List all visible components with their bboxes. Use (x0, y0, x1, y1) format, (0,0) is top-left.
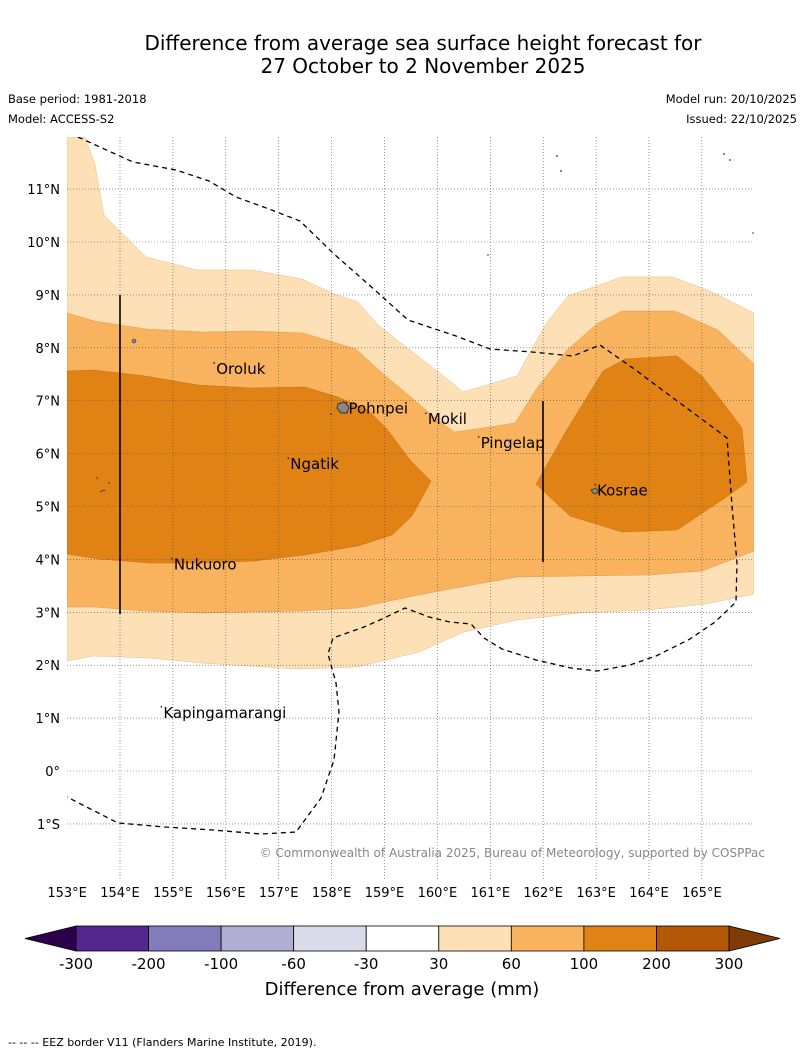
longitude-label: 153°E (47, 886, 87, 901)
island-marker (96, 477, 98, 479)
longitude-label: 154°E (100, 886, 140, 901)
issued-date: Issued: 22/10/2025 (686, 112, 797, 126)
colorbar-tick: 30 (429, 955, 448, 973)
chart-title: Difference from average sea surface heig… (0, 32, 804, 78)
colorbar-label: Difference from average (mm) (265, 979, 540, 1000)
colorbar-segment (75, 925, 149, 952)
longitude-label: 159°E (365, 886, 405, 901)
latitude-label: 5°N (36, 501, 61, 516)
model-name: Model: ACCESS-S2 (8, 112, 115, 126)
contour-fills (67, 137, 754, 670)
colorbar-tick: -30 (354, 955, 379, 973)
longitude-label: 158°E (312, 886, 352, 901)
colorbar-tick: 300 (715, 955, 744, 973)
latitude-label: 6°N (36, 448, 61, 463)
place-marker (345, 401, 348, 404)
island-marker (131, 338, 137, 344)
model-run: Model run: 20/10/2025 (665, 92, 797, 106)
longitude-label: 165°E (682, 886, 722, 901)
latitude-label: 1°S (37, 818, 60, 833)
title-line-2: 27 October to 2 November 2025 (260, 54, 586, 78)
island-marker (723, 153, 725, 155)
colorbar-tick: 60 (502, 955, 521, 973)
place-marker (424, 412, 427, 415)
place-marker (171, 557, 173, 560)
colorbar-segment (510, 925, 585, 952)
place-label: Ngatik (290, 455, 339, 473)
colorbar-segment (148, 925, 222, 952)
place-marker (594, 483, 596, 486)
longitude-label: 156°E (206, 886, 246, 901)
eez-footnote: -- -- -- EEZ border V11 (Flanders Marine… (8, 1036, 317, 1049)
latitude-label: 9°N (36, 289, 61, 304)
title-line-1: Difference from average sea surface heig… (144, 31, 702, 55)
latitude-label: 10°N (27, 236, 60, 251)
place-label: Nukuoro (174, 556, 237, 574)
island-marker (752, 232, 754, 234)
longitude-label: 162°E (523, 886, 563, 901)
place-names: Oroluk Pohnpei Mokil Ngatik Pingelap Kosrae Nu… (160, 360, 648, 722)
place-label: Pingelap (481, 434, 545, 452)
place-marker (213, 362, 216, 364)
latitude-label: 8°N (36, 342, 61, 357)
longitude-label: 157°E (259, 886, 299, 901)
longitude-label: 161°E (471, 886, 511, 901)
forecast-map: 11°N 10°N 9°N 8°N 7°N 6°N 5°N 4°N 3°N 2°N 1°N 0° 1°S… (24, 137, 781, 1000)
colorbar-segment (438, 925, 512, 952)
colorbar-overflow (728, 925, 781, 952)
place-label: Pohnpei (348, 400, 408, 418)
island-marker (729, 159, 731, 161)
colorbar-tick: -200 (132, 955, 166, 973)
contour-100-200 (67, 355, 748, 564)
place-marker (477, 436, 480, 438)
place-marker (160, 705, 163, 708)
place-label: Kapingamarangi (163, 704, 286, 722)
place-marker (287, 457, 290, 460)
colorbar-segment (583, 925, 657, 952)
base-period: Base period: 1981-2018 (8, 92, 147, 106)
longitude-label: 164°E (629, 886, 669, 901)
colorbar: -300 -200 -100 -60 -30 30 60 100 200 300 Differen… (24, 925, 781, 1000)
island-marker (556, 155, 558, 157)
longitude-label: 155°E (153, 886, 193, 901)
longitude-label: 163°E (576, 886, 616, 901)
latitude-label: 2°N (36, 659, 61, 674)
pohnpei-island (336, 401, 350, 414)
colorbar-segment (220, 925, 295, 952)
island-marker (487, 254, 489, 256)
latitude-label: 7°N (36, 395, 61, 410)
longitude-labels: 153°E 154°E 155°E 156°E 157°E 158°E 159°E 160°E… (47, 886, 721, 901)
copyright-notice: © Commonwealth of Australia 2025, Bureau… (260, 846, 765, 860)
place-label: Mokil (428, 410, 467, 428)
colorbar-tick: 200 (642, 955, 671, 973)
place-label: Oroluk (216, 360, 265, 378)
colorbar-segment (365, 925, 440, 952)
island-marker (108, 482, 110, 484)
colorbar-segment (656, 925, 730, 952)
graticule (67, 137, 754, 880)
colorbar-segment (293, 925, 367, 952)
kosrae-island (590, 487, 600, 495)
latitude-label: 1°N (36, 712, 61, 727)
island-marker (99, 489, 106, 493)
colorbar-tick: -100 (204, 955, 238, 973)
colorbar-tick: -60 (281, 955, 306, 973)
eez-border (67, 137, 738, 835)
colorbar-tick: -300 (59, 955, 93, 973)
latitude-label: 3°N (36, 606, 61, 621)
latitude-labels: 11°N 10°N 9°N 8°N 7°N 6°N 5°N 4°N 3°N 2°N 1°N 0° 1°S (27, 183, 60, 833)
island-marker (560, 170, 562, 172)
longitude-label: 160°E (418, 886, 458, 901)
latitude-label: 0° (45, 765, 60, 780)
latitude-label: 11°N (27, 183, 60, 198)
colorbar-underflow (24, 925, 77, 952)
place-label: Kosrae (597, 482, 648, 500)
latitude-label: 4°N (36, 553, 61, 568)
colorbar-tick: 100 (570, 955, 599, 973)
